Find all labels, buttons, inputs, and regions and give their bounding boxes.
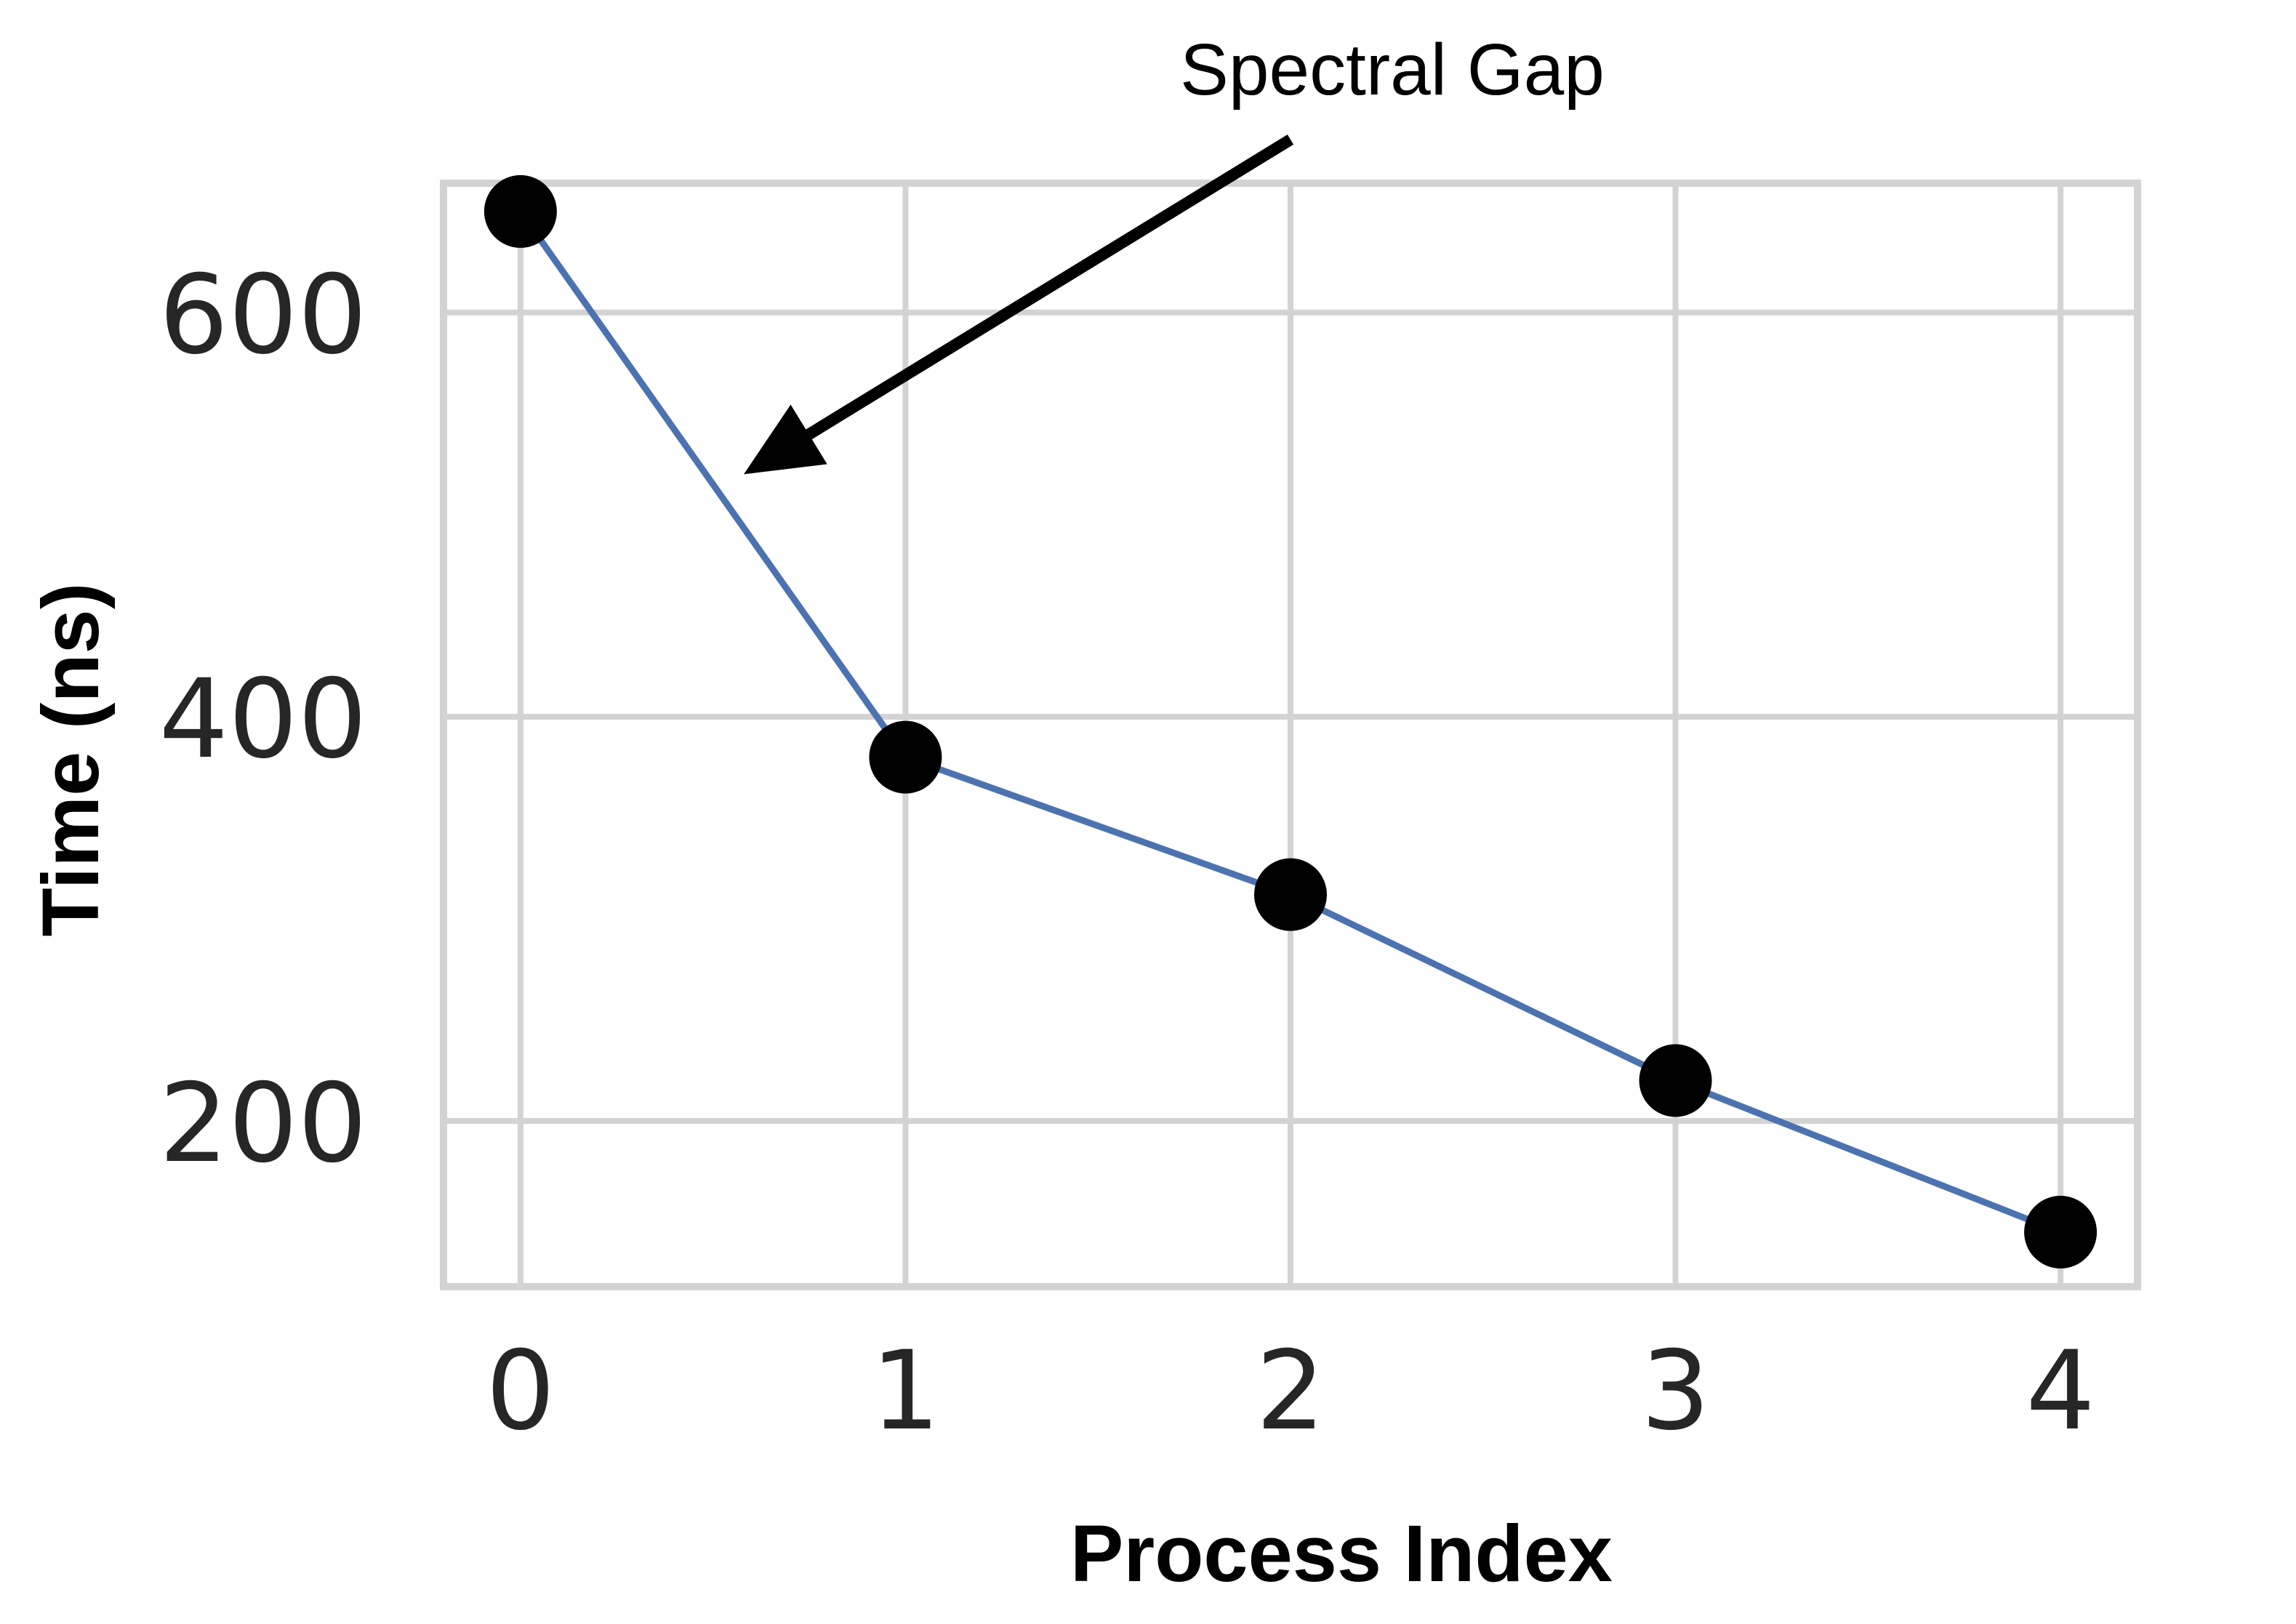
x-tick-label: 0 <box>486 1328 555 1455</box>
grid <box>443 183 2138 1287</box>
x-tick-label: 3 <box>1641 1328 1710 1455</box>
data-point <box>483 174 557 248</box>
data-point <box>1254 858 1327 931</box>
annotation-text: Spectral Gap <box>1180 29 1605 110</box>
series <box>483 174 2098 1269</box>
annotation: Spectral Gap <box>744 29 1605 475</box>
data-point <box>869 720 942 794</box>
x-tick-label: 4 <box>2026 1328 2095 1455</box>
y-tick-label: 400 <box>159 656 367 783</box>
x-tick-label: 1 <box>871 1328 940 1455</box>
annotation-arrowhead <box>744 404 827 475</box>
x-axis-title: Process Index <box>1070 1509 1613 1599</box>
y-tick-label: 200 <box>159 1061 367 1187</box>
y-axis-title: Time (ns) <box>26 583 116 937</box>
x-tick-label: 2 <box>1256 1328 1325 1455</box>
annotation-arrow <box>806 134 1294 440</box>
y-tick-label: 600 <box>159 252 367 379</box>
tick-labels: 0 1 2 3 4 200 400 600 <box>159 252 2095 1455</box>
data-point <box>2024 1195 2098 1269</box>
data-point <box>1639 1044 1712 1117</box>
